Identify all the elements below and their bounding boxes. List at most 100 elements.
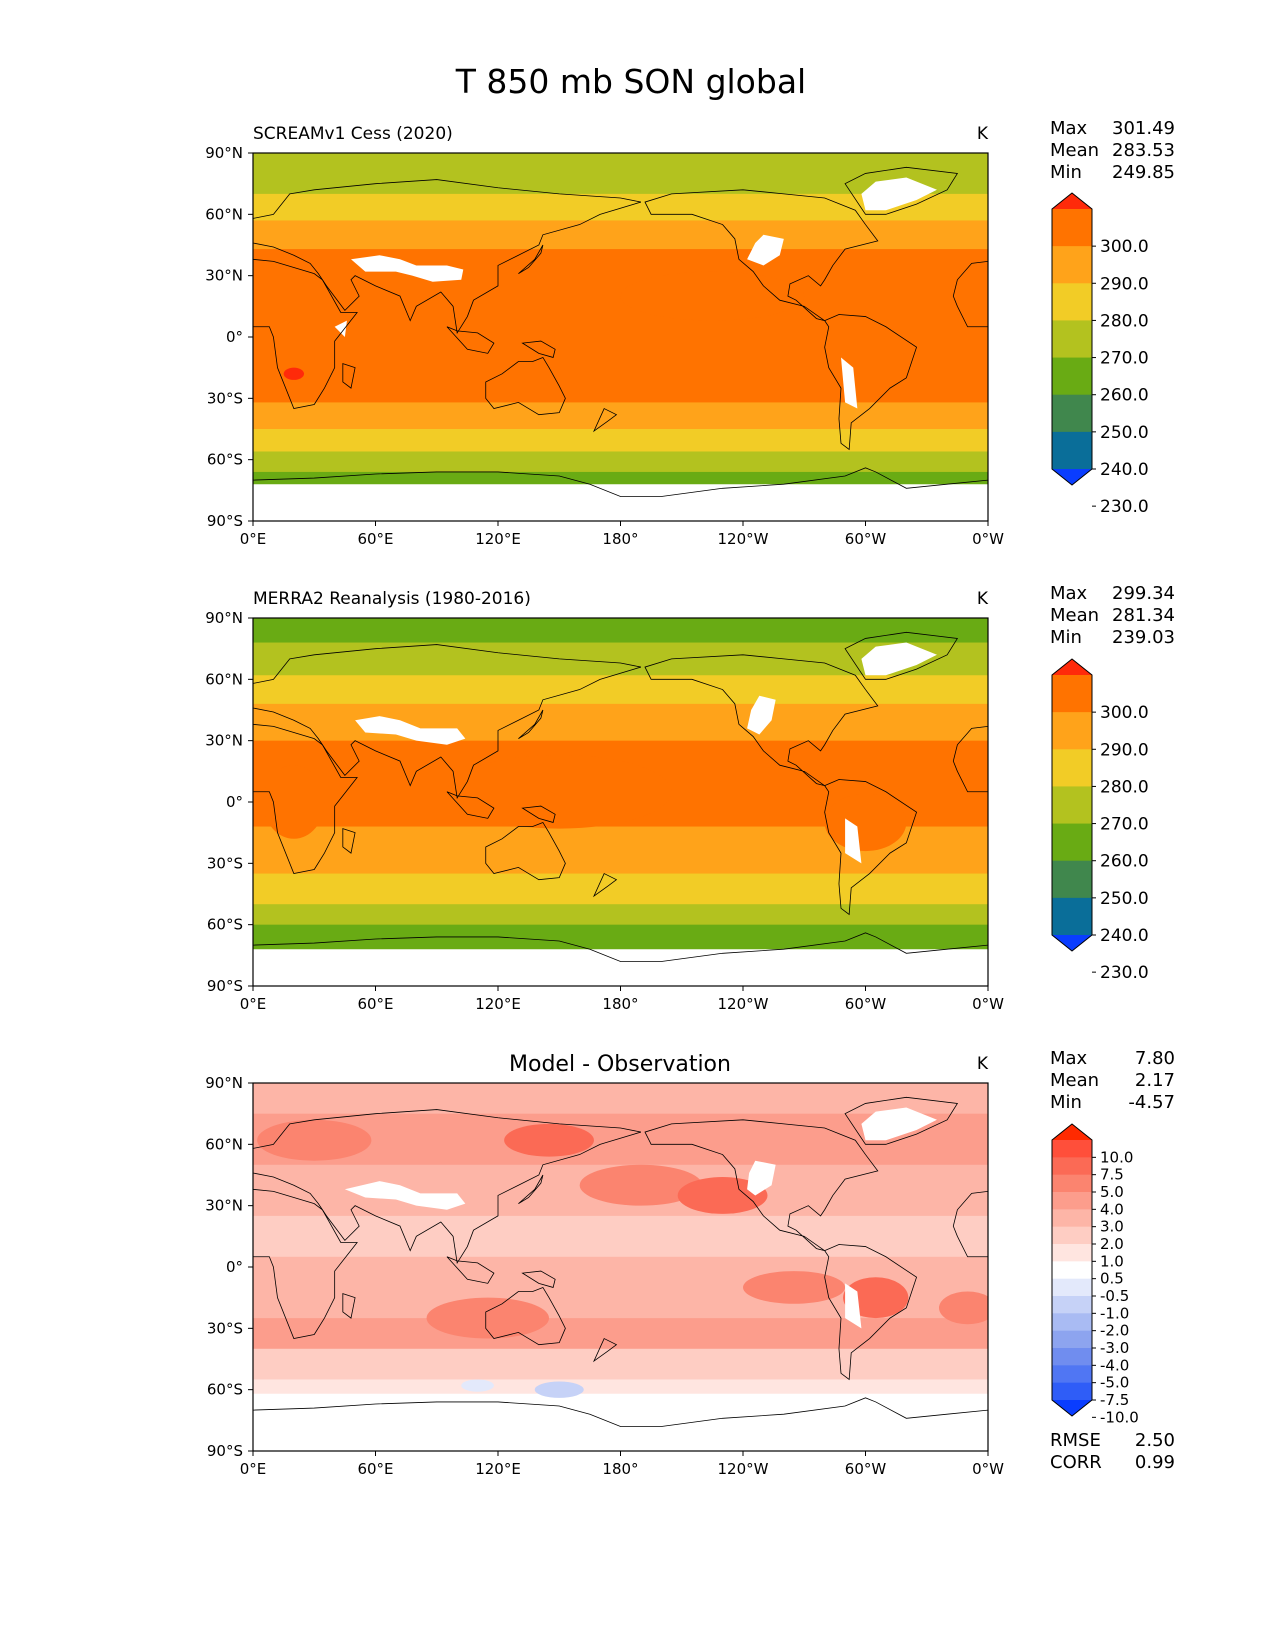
colorbar-label: 0.5	[1100, 1270, 1124, 1288]
coastline	[253, 1397, 988, 1451]
colorbar-label: -1.0	[1100, 1304, 1129, 1322]
field-anomaly-blob	[263, 765, 325, 839]
colorbar-extend-min	[1052, 469, 1092, 485]
coastline	[952, 1190, 988, 1258]
coastline	[844, 631, 959, 680]
colorbar-segment	[1052, 860, 1092, 899]
coastline	[521, 1270, 556, 1288]
coastline	[592, 408, 618, 433]
stat-mean-value: 283.53	[1112, 140, 1175, 161]
field-band	[253, 1379, 988, 1395]
stat-max-value: 7.80	[1135, 1048, 1175, 1069]
stat-mean-label: Mean	[1050, 1070, 1099, 1091]
field-anomaly-blob	[743, 1271, 846, 1304]
units-label-model: K	[977, 124, 989, 144]
colorbar-segment	[1052, 712, 1092, 750]
lon-tick-label: 120°W	[718, 995, 769, 1013]
colorbar-segment	[1052, 320, 1092, 359]
field-band	[253, 1083, 988, 1115]
coastline	[844, 1096, 959, 1145]
colorbar-label: 280.0	[1100, 777, 1149, 797]
field-anomaly-blob	[283, 367, 305, 380]
colorbar-segment	[1052, 1313, 1092, 1332]
field-band	[253, 451, 988, 473]
colorbar-segment	[1052, 357, 1092, 396]
coastline	[342, 363, 356, 389]
coastline	[644, 189, 879, 322]
coastline	[592, 1338, 618, 1363]
colorbar-segment	[1052, 786, 1092, 825]
lat-tick-label: 30°S	[207, 389, 243, 407]
lat-tick-label: 90°S	[207, 512, 243, 530]
map-field-observation	[253, 618, 988, 986]
panel-title-model: SCREAMv1 Cess (2020)	[253, 124, 453, 144]
lon-tick-label: 0°E	[240, 530, 267, 548]
colorbar-extend-max	[1052, 659, 1092, 675]
field-anomaly-blob	[824, 793, 907, 852]
coastline	[521, 340, 556, 358]
colorbar-segment	[1052, 246, 1092, 284]
coastline	[253, 467, 988, 521]
lat-tick-label: 60°N	[205, 670, 243, 688]
colorbar-label: 10.0	[1100, 1148, 1133, 1166]
colorbar-segment	[1052, 1226, 1092, 1245]
lat-tick-label: 90°N	[205, 609, 243, 627]
colorbar-segment	[1052, 1140, 1092, 1158]
colorbar-label: -7.5	[1100, 1391, 1129, 1409]
stat-mean-label: Mean	[1050, 140, 1099, 161]
coastline	[521, 805, 556, 823]
field-anomaly-blob	[426, 1297, 550, 1339]
missing-data-mask	[841, 357, 858, 409]
coastline	[485, 1286, 566, 1346]
lon-tick-label: 120°E	[475, 530, 521, 548]
colorbar-label: 2.0	[1100, 1235, 1124, 1253]
lon-tick-label: 180°	[602, 995, 638, 1013]
stat-min-label: Min	[1050, 627, 1082, 648]
colorbar-segment	[1052, 431, 1092, 470]
stat-max-label: Max	[1050, 1048, 1088, 1069]
lat-tick-label: 0°	[226, 793, 243, 811]
lon-tick-label: 120°W	[718, 530, 769, 548]
missing-data-mask	[747, 695, 776, 735]
lat-tick-label: 60°N	[205, 205, 243, 223]
coastline	[824, 1244, 918, 1381]
stat-min-label: Min	[1050, 162, 1082, 183]
coastline	[518, 1174, 544, 1204]
coastline	[253, 932, 988, 986]
stat-corr-value: 0.99	[1135, 1452, 1175, 1473]
lat-tick-label: 0°	[226, 1258, 243, 1276]
stat-mean-label: Mean	[1050, 605, 1099, 626]
colorbar-label: 7.5	[1100, 1166, 1124, 1184]
map-field-difference	[253, 1083, 988, 1451]
coastline	[253, 1188, 358, 1340]
colorbar-segment	[1052, 1296, 1092, 1314]
colorbar-observation: 300.0 290.0 280.0 270.0 260.0 250.0 240.0 230.0	[1051, 658, 1149, 983]
lat-tick-label: 90°N	[205, 144, 243, 162]
colorbar-label: 250.0	[1100, 423, 1149, 443]
colorbar-label: 270.0	[1100, 815, 1149, 835]
colorbar-label: 1.0	[1100, 1252, 1124, 1270]
field-anomaly-blob	[620, 271, 805, 321]
coastline	[644, 654, 879, 787]
field-anomaly-blob	[939, 1291, 988, 1325]
lat-tick-label: 90°S	[207, 1442, 243, 1460]
colorbar-label: 230.0	[1100, 963, 1149, 983]
map-field-model	[253, 153, 988, 521]
colorbar-label: 250.0	[1100, 889, 1149, 909]
field-anomaly-blob	[843, 1277, 909, 1319]
field-anomaly-blob	[504, 1123, 594, 1157]
lat-tick-label: 60°S	[207, 451, 243, 469]
coastline	[253, 723, 358, 875]
lon-tick-label: 120°E	[475, 1460, 521, 1478]
coastline	[824, 779, 918, 916]
coastline	[844, 166, 959, 215]
stat-min-value: 249.85	[1112, 162, 1175, 183]
lon-tick-label: 60°W	[845, 995, 887, 1013]
colorbar-segment	[1052, 1244, 1092, 1262]
stat-max-value: 301.49	[1112, 118, 1175, 139]
colorbar-extend-min	[1052, 1400, 1092, 1416]
colorbar-segment	[1052, 749, 1092, 787]
colorbar-segment	[1052, 1261, 1092, 1280]
coastline	[592, 873, 618, 898]
lat-tick-label: 90°N	[205, 1074, 243, 1092]
